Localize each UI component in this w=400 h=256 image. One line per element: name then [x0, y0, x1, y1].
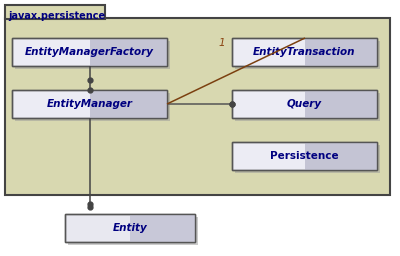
Bar: [12, 38, 167, 66]
Bar: [235, 93, 380, 121]
Text: EntityTransaction: EntityTransaction: [253, 47, 356, 57]
Text: EntityManager: EntityManager: [46, 99, 132, 109]
Text: 1: 1: [219, 38, 225, 48]
Bar: [232, 90, 377, 118]
Bar: [235, 41, 380, 69]
Bar: [304, 90, 377, 118]
Bar: [232, 90, 377, 118]
Bar: [90, 38, 167, 66]
Bar: [130, 214, 195, 242]
Bar: [15, 41, 170, 69]
Bar: [232, 142, 377, 170]
Bar: [304, 38, 377, 66]
Text: Persistence: Persistence: [270, 151, 339, 161]
Bar: [90, 90, 167, 118]
Bar: [68, 217, 198, 245]
Bar: [5, 5, 105, 19]
Bar: [232, 38, 377, 66]
Bar: [65, 214, 195, 242]
Bar: [304, 142, 377, 170]
Bar: [65, 214, 195, 242]
Text: Entity: Entity: [113, 223, 147, 233]
Text: Query: Query: [287, 99, 322, 109]
Bar: [12, 90, 167, 118]
Text: javax.persistence: javax.persistence: [8, 11, 105, 21]
Bar: [15, 93, 170, 121]
Bar: [232, 38, 377, 66]
Bar: [235, 145, 380, 173]
Bar: [5, 18, 390, 195]
Bar: [12, 38, 167, 66]
Bar: [232, 142, 377, 170]
Bar: [12, 90, 167, 118]
Text: EntityManagerFactory: EntityManagerFactory: [25, 47, 154, 57]
